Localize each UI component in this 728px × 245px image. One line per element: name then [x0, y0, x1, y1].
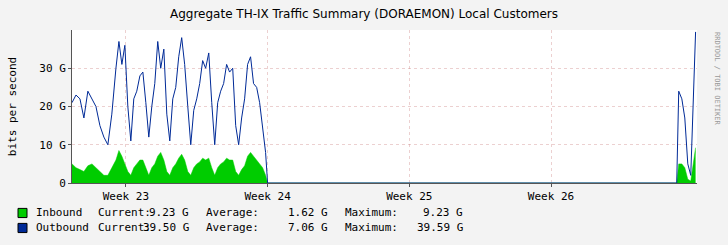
svg-text:10 G: 10 G: [39, 139, 66, 152]
svg-text:Average:: Average:: [206, 221, 259, 234]
svg-text:20 G: 20 G: [39, 100, 66, 113]
svg-text:0: 0: [59, 177, 66, 190]
svg-text:9.23 G: 9.23 G: [423, 206, 463, 219]
svg-text:Week 24: Week 24: [244, 190, 291, 203]
svg-text:Maximum:: Maximum:: [345, 221, 398, 234]
svg-text:Inbound: Inbound: [36, 206, 82, 219]
svg-text:Week 23: Week 23: [103, 190, 149, 203]
svg-text:9.23 G: 9.23 G: [149, 206, 189, 219]
svg-text:Average:: Average:: [206, 206, 259, 219]
svg-text:Week 26: Week 26: [528, 190, 574, 203]
svg-text:Maximum:: Maximum:: [345, 206, 398, 219]
svg-text:39.59 G: 39.59 G: [417, 221, 463, 234]
svg-text:7.06 G: 7.06 G: [288, 221, 328, 234]
svg-text:Week 25: Week 25: [386, 190, 432, 203]
svg-text:bits per second: bits per second: [6, 57, 19, 156]
svg-text:Current:: Current:: [98, 206, 151, 219]
svg-text:30 G: 30 G: [39, 62, 66, 75]
svg-text:Current:: Current:: [98, 221, 151, 234]
svg-text:RRDTOOL / TOBI OETIKER: RRDTOOL / TOBI OETIKER: [713, 32, 721, 126]
svg-text:39.50 G: 39.50 G: [143, 221, 189, 234]
svg-text:Outbound: Outbound: [36, 221, 89, 234]
svg-text:1.62 G: 1.62 G: [288, 206, 328, 219]
svg-text:Aggregate TH-IX Traffic Summar: Aggregate TH-IX Traffic Summary (DORAEMO…: [170, 7, 558, 21]
